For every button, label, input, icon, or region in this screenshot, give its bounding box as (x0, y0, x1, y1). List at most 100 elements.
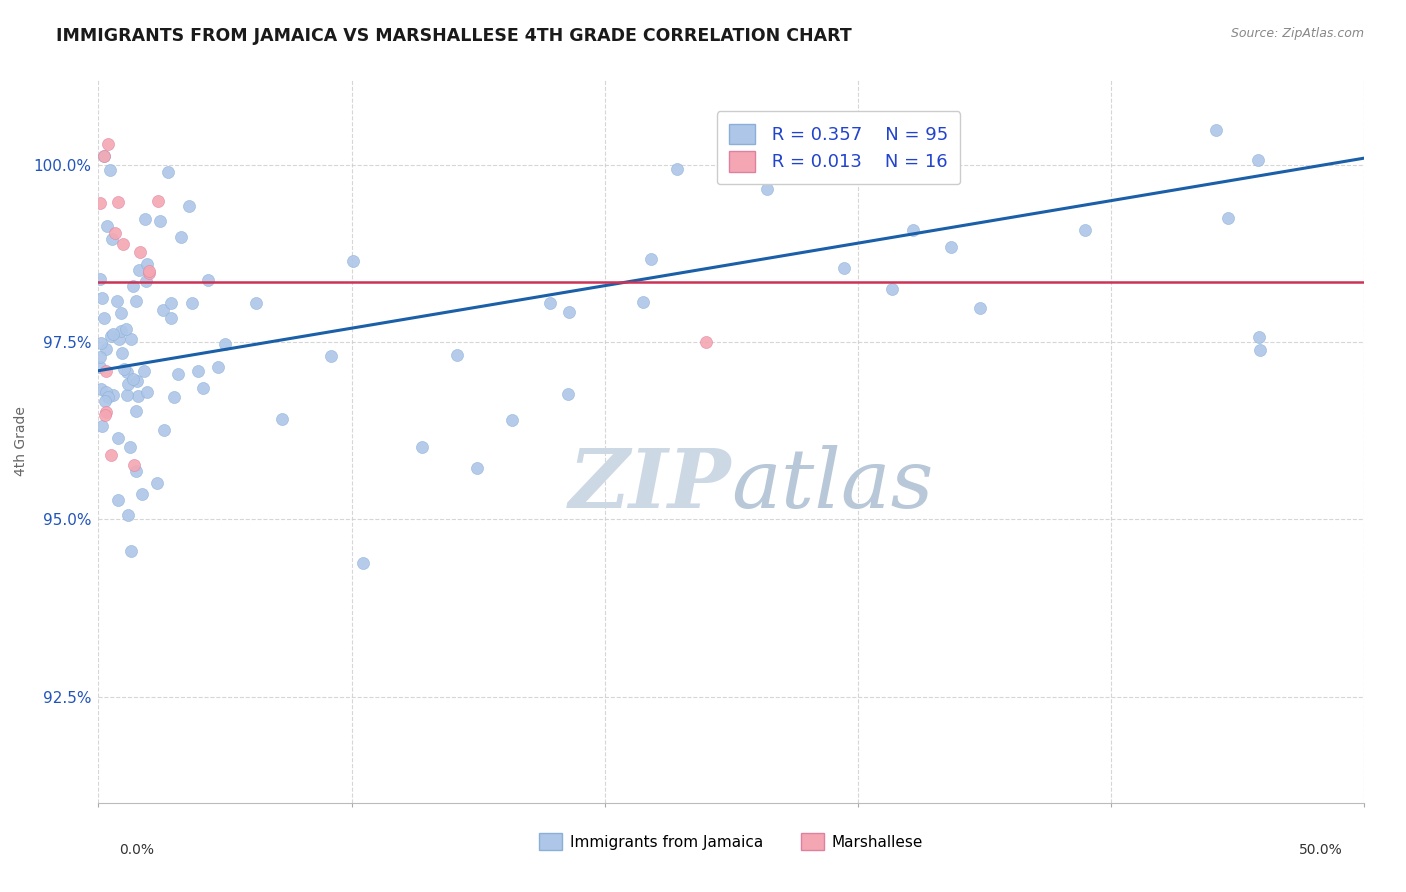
Point (319, 349, 342, 363)
Point (941, 240, 963, 254)
Point (94, 405, 117, 419)
Point (1074, 222, 1097, 236)
Text: ZIP: ZIP (568, 445, 731, 524)
Point (115, 387, 138, 401)
Point (124, 465, 146, 479)
Point (101, 232, 124, 246)
Point (107, 492, 129, 507)
Text: Source: ZipAtlas.com: Source: ZipAtlas.com (1230, 27, 1364, 40)
Point (115, 365, 138, 379)
Point (352, 557, 374, 571)
Point (127, 374, 149, 388)
Point (114, 322, 136, 336)
Point (117, 376, 139, 391)
Point (110, 324, 132, 338)
Point (131, 486, 153, 500)
Point (1205, 123, 1227, 137)
Point (110, 345, 132, 359)
Point (89, 359, 111, 374)
Point (177, 199, 200, 213)
Point (122, 458, 145, 473)
Text: atlas: atlas (731, 445, 934, 524)
Point (94, 384, 117, 399)
Point (187, 363, 209, 377)
Point (557, 387, 579, 401)
Point (1246, 153, 1268, 167)
Point (214, 336, 236, 351)
Point (112, 237, 135, 252)
Point (271, 412, 294, 426)
Point (97, 136, 120, 151)
Point (411, 441, 433, 455)
Point (93, 149, 115, 163)
Point (134, 212, 156, 227)
Point (640, 252, 662, 266)
Point (104, 226, 127, 240)
Point (94, 364, 117, 378)
Point (849, 155, 872, 169)
Point (107, 195, 129, 210)
Point (167, 367, 190, 381)
Point (160, 310, 183, 325)
Point (136, 256, 159, 270)
Point (128, 262, 150, 277)
Point (100, 328, 122, 343)
Point (191, 380, 214, 394)
Point (125, 404, 148, 418)
Point (110, 306, 132, 320)
Point (903, 223, 925, 237)
Point (125, 293, 148, 308)
Point (1249, 330, 1271, 344)
Point (93, 310, 115, 325)
Point (695, 335, 717, 350)
Point (100, 448, 122, 462)
Point (149, 214, 172, 228)
Point (245, 296, 267, 310)
Point (1216, 211, 1239, 226)
Point (90, 382, 112, 396)
Point (160, 296, 183, 310)
Point (112, 361, 135, 376)
Point (93, 148, 115, 162)
Point (122, 372, 145, 386)
Point (120, 543, 142, 558)
Text: 0.0%: 0.0% (120, 843, 155, 857)
Point (97, 390, 120, 404)
Point (129, 244, 152, 259)
Point (135, 274, 157, 288)
Point (907, 123, 929, 137)
Point (969, 301, 991, 315)
Point (180, 295, 202, 310)
Point (170, 230, 193, 244)
Point (94, 342, 117, 356)
Point (467, 461, 489, 475)
Point (98, 163, 121, 178)
Y-axis label: 4th Grade: 4th Grade (14, 407, 28, 476)
Point (152, 303, 174, 318)
Point (163, 390, 186, 404)
Legend: Immigrants from Jamaica, Marshallese: Immigrants from Jamaica, Marshallese (533, 827, 929, 856)
Point (138, 264, 160, 278)
Point (107, 332, 129, 346)
Point (1249, 343, 1271, 357)
Point (832, 261, 855, 276)
Point (105, 294, 128, 309)
Point (89, 196, 111, 211)
Point (501, 413, 523, 427)
Point (538, 296, 561, 310)
Point (136, 385, 159, 400)
Point (446, 348, 468, 362)
Point (631, 294, 654, 309)
Point (127, 389, 149, 403)
Point (342, 254, 364, 268)
Point (89, 272, 111, 286)
Text: 50.0%: 50.0% (1299, 843, 1343, 857)
Point (117, 508, 139, 522)
Point (146, 194, 169, 209)
Point (558, 304, 581, 318)
Point (103, 326, 125, 341)
Point (156, 165, 179, 179)
Point (880, 282, 903, 296)
Point (666, 161, 689, 176)
Text: IMMIGRANTS FROM JAMAICA VS MARSHALLESE 4TH GRADE CORRELATION CHART: IMMIGRANTS FROM JAMAICA VS MARSHALLESE 4… (56, 27, 852, 45)
